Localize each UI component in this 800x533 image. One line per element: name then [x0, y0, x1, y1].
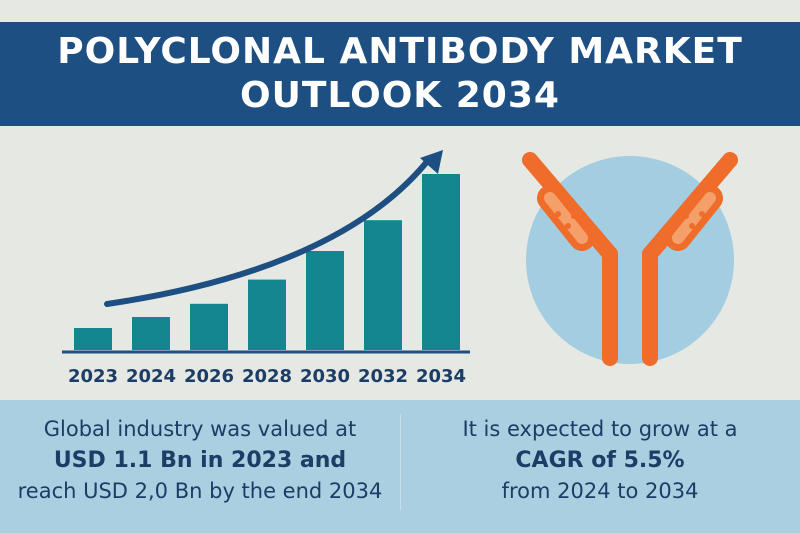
antibody-right-arm — [642, 152, 738, 262]
summary-section: Global industry was valued at USD 1.1 Bn… — [0, 400, 800, 533]
x-tick-label-2030: 2030 — [300, 366, 350, 387]
growth-panel: It is expected to grow at a CAGR of 5.5%… — [400, 414, 800, 514]
valuation-line-2: USD 1.1 Bn in 2023 and — [53, 448, 347, 473]
bar-2026 — [190, 303, 228, 350]
bar-2023 — [74, 328, 112, 350]
x-tick-label-2023: 2023 — [68, 366, 118, 387]
antibody-icon — [522, 152, 738, 366]
antibody-dots — [555, 211, 705, 229]
chart-section: 2023 2024 2026 2028 2030 2032 2034 — [0, 126, 800, 400]
bar-2032 — [364, 220, 402, 350]
arrow-head-icon — [420, 150, 443, 174]
panel-divider — [400, 414, 401, 510]
valuation-line-3: reach USD 2,0 Bn by the end 2034 — [17, 479, 383, 503]
bar-2028 — [248, 279, 286, 350]
x-tick-label-2024: 2024 — [126, 366, 176, 387]
bar-2030 — [306, 251, 344, 350]
valuation-panel: Global industry was valued at USD 1.1 Bn… — [0, 414, 400, 514]
antibody-stem — [602, 246, 658, 366]
title-line-1: POLYCLONAL ANTIBODY MARKET — [57, 31, 743, 72]
valuation-line-1: Global industry was valued at — [43, 417, 357, 441]
x-tick-label-2032: 2032 — [358, 366, 408, 387]
x-tick-label-2028: 2028 — [242, 366, 292, 387]
top-strip — [0, 0, 800, 22]
antibody-left-arm — [522, 152, 618, 262]
bar-2024 — [132, 317, 170, 350]
bar-chart: 2023 2024 2026 2028 2030 2032 2034 — [62, 150, 470, 387]
bar-2034 — [422, 174, 460, 350]
x-tick-label-2034: 2034 — [416, 366, 466, 387]
growth-line-3: from 2024 to 2034 — [501, 479, 699, 503]
growth-line-2: CAGR of 5.5% — [515, 448, 685, 473]
growth-line-1: It is expected to grow at a — [462, 417, 738, 441]
header-banner: POLYCLONAL ANTIBODY MARKET OUTLOOK 2034 — [0, 22, 800, 126]
x-tick-label-2026: 2026 — [184, 366, 234, 387]
trend-arrow-icon — [104, 155, 433, 307]
title-line-2: OUTLOOK 2034 — [240, 75, 560, 116]
